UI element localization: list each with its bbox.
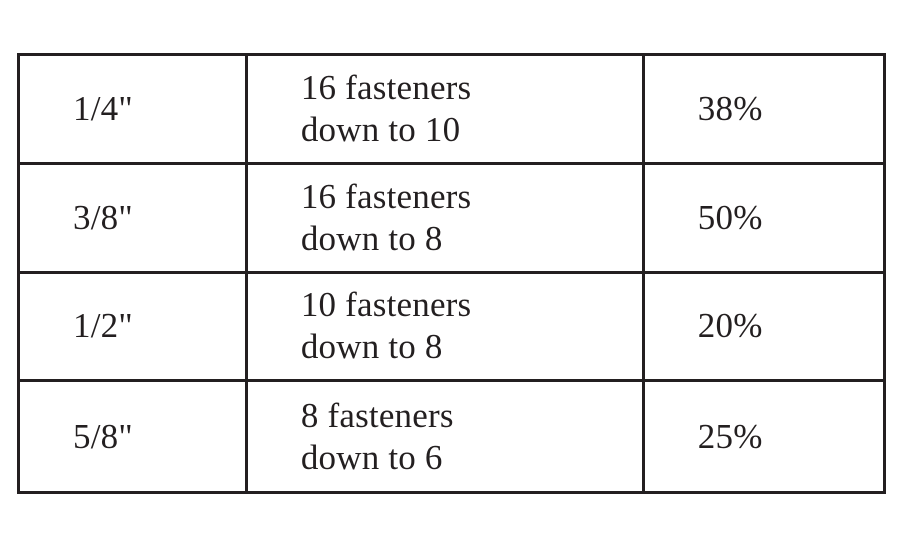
fastener-size-value: 1/4" bbox=[73, 88, 133, 128]
cell-fastener-change: 16 fasteners down to 8 bbox=[248, 164, 645, 271]
fastener-change-line2: down to 6 bbox=[300, 437, 443, 477]
fastener-change-line2: down to 8 bbox=[300, 218, 443, 258]
reduction-percentage-value: 50% bbox=[697, 197, 763, 237]
cell-reduction-percentage: 50% bbox=[645, 165, 883, 271]
fastener-change-line2: down to 10 bbox=[300, 109, 461, 149]
table-row: 1/4" 16 fasteners down to 10 38% bbox=[20, 56, 883, 165]
cell-fastener-size: 3/8" bbox=[20, 164, 248, 271]
table-row: 5/8" 8 fasteners down to 6 25% bbox=[20, 382, 883, 491]
fastener-change-line1: 16 fasteners bbox=[300, 67, 472, 107]
cell-reduction-percentage: 38% bbox=[645, 56, 883, 162]
fastener-change-line1: 10 fasteners bbox=[300, 285, 472, 325]
cell-fastener-change: 10 fasteners down to 8 bbox=[248, 273, 645, 380]
cell-fastener-size: 5/8" bbox=[20, 382, 248, 491]
fastener-reduction-table: 1/4" 16 fasteners down to 10 38% 3/8" 16… bbox=[17, 53, 886, 494]
cell-reduction-percentage: 25% bbox=[645, 382, 883, 491]
fastener-change-line1: 16 fasteners bbox=[300, 176, 472, 216]
fastener-change-line2: down to 8 bbox=[300, 327, 443, 367]
reduction-percentage-value: 20% bbox=[697, 306, 763, 346]
fastener-size-value: 5/8" bbox=[73, 416, 133, 456]
fastener-change-line1: 8 fasteners bbox=[300, 395, 454, 435]
cell-fastener-size: 1/2" bbox=[20, 273, 248, 380]
reduction-percentage-value: 25% bbox=[697, 416, 763, 456]
fastener-size-value: 3/8" bbox=[73, 197, 133, 237]
table-row: 3/8" 16 fasteners down to 8 50% bbox=[20, 164, 883, 274]
reduction-percentage-value: 38% bbox=[697, 88, 763, 128]
table-row: 1/2" 10 fasteners down to 8 20% bbox=[20, 273, 883, 383]
cell-fastener-change: 8 fasteners down to 6 bbox=[248, 382, 645, 491]
cell-fastener-change: 16 fasteners down to 10 bbox=[248, 56, 645, 162]
cell-fastener-size: 1/4" bbox=[20, 56, 248, 162]
fastener-size-value: 1/2" bbox=[73, 306, 133, 346]
cell-reduction-percentage: 20% bbox=[645, 274, 883, 380]
